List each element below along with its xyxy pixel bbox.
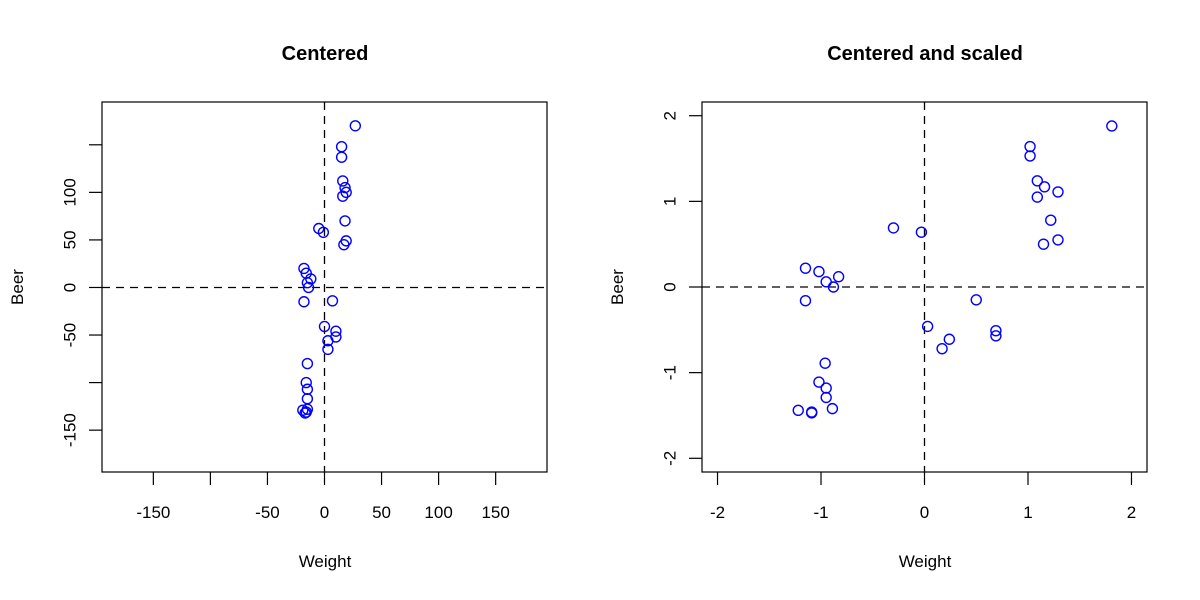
data-point bbox=[300, 406, 312, 418]
data-point bbox=[299, 407, 311, 419]
axes: -2 -1 0 1 2 -2 -1 0 1 2 bbox=[660, 101, 1148, 522]
y-tick-label: 0 bbox=[60, 283, 79, 292]
x-axis-label: Weight bbox=[899, 552, 952, 571]
y-axis-label: Beer bbox=[608, 269, 627, 305]
data-point bbox=[301, 357, 314, 370]
panel-title: Centered and scaled bbox=[827, 43, 1023, 65]
data-point bbox=[1052, 186, 1064, 198]
data-point bbox=[813, 265, 825, 278]
axes: -150 -50 0 50 100 150 -150 -50 0 50 100 bbox=[60, 101, 548, 522]
data-point bbox=[335, 141, 348, 153]
data-point bbox=[1045, 214, 1057, 226]
data-point bbox=[305, 273, 317, 285]
data-point bbox=[335, 151, 348, 163]
data-point bbox=[1052, 234, 1064, 246]
data-point bbox=[936, 342, 948, 355]
data-point bbox=[322, 343, 334, 356]
x-tick-label: -50 bbox=[255, 503, 280, 522]
panel-title: Centered bbox=[282, 43, 369, 65]
x-tick-label: -2 bbox=[710, 503, 725, 522]
panel-centered-and-scaled: Centered and scaled Weight Beer -2 -1 0 1 2-… bbox=[608, 43, 1148, 571]
data-point bbox=[301, 383, 314, 395]
y-tick-label: -1 bbox=[660, 365, 679, 380]
data-point bbox=[813, 376, 825, 388]
data-point bbox=[819, 357, 831, 369]
x-tick-label: 100 bbox=[424, 503, 452, 522]
data-point bbox=[832, 271, 845, 283]
y-tick-label: -2 bbox=[660, 451, 679, 466]
x-tick-label: 50 bbox=[372, 503, 391, 522]
x-tick-label: -1 bbox=[813, 503, 828, 522]
data-point bbox=[300, 376, 312, 389]
y-tick-label: -50 bbox=[60, 323, 79, 348]
data-point bbox=[302, 281, 315, 294]
data-point bbox=[820, 276, 832, 288]
y-tick-label: 100 bbox=[60, 178, 79, 206]
y-tick-label: 50 bbox=[60, 230, 79, 249]
data-point bbox=[887, 222, 900, 234]
data-point bbox=[1031, 191, 1044, 203]
y-tick-label: -150 bbox=[60, 413, 79, 447]
data-point bbox=[1106, 120, 1118, 132]
scatter-points bbox=[297, 120, 362, 419]
data-point bbox=[1024, 150, 1036, 162]
data-point bbox=[827, 281, 840, 293]
data-point bbox=[339, 181, 351, 194]
data-point bbox=[330, 325, 342, 337]
data-point bbox=[1031, 175, 1044, 187]
data-point bbox=[340, 186, 352, 199]
data-point bbox=[792, 404, 804, 417]
data-point bbox=[298, 296, 310, 308]
data-point bbox=[970, 294, 982, 306]
data-point bbox=[799, 262, 812, 274]
x-tick-label: 2 bbox=[1127, 503, 1136, 522]
x-tick-label: 0 bbox=[320, 503, 329, 522]
data-point bbox=[826, 402, 839, 415]
data-point bbox=[1037, 238, 1050, 250]
data-point bbox=[326, 295, 339, 307]
data-point bbox=[820, 391, 832, 404]
data-point bbox=[921, 320, 934, 333]
x-axis-label: Weight bbox=[299, 552, 352, 571]
y-tick-label: 0 bbox=[660, 282, 679, 291]
data-point bbox=[915, 226, 928, 238]
data-point bbox=[318, 320, 331, 333]
x-tick-label: 150 bbox=[481, 503, 509, 522]
y-tick-label: 1 bbox=[660, 197, 679, 206]
data-point bbox=[1038, 181, 1051, 193]
data-point bbox=[301, 393, 314, 405]
data-point bbox=[990, 330, 1002, 342]
data-point bbox=[322, 335, 334, 347]
data-point bbox=[805, 407, 818, 419]
x-tick-label: -150 bbox=[136, 503, 170, 522]
data-point bbox=[317, 226, 330, 239]
data-point bbox=[349, 120, 362, 132]
y-tick-label: 2 bbox=[660, 111, 679, 120]
data-point bbox=[338, 238, 350, 251]
y-axis-label: Beer bbox=[8, 269, 27, 305]
data-point bbox=[1024, 140, 1036, 153]
x-tick-label: 1 bbox=[1023, 503, 1032, 522]
data-point bbox=[301, 277, 314, 289]
x-tick-label: 0 bbox=[920, 503, 929, 522]
data-point bbox=[990, 324, 1002, 337]
data-point bbox=[799, 295, 812, 307]
data-point bbox=[943, 333, 956, 345]
data-point bbox=[820, 382, 832, 394]
data-point bbox=[339, 215, 351, 227]
panel-centered: Centered Weight Beer -150 -50 0 50 100 150-15… bbox=[8, 43, 548, 571]
scatter-points bbox=[792, 120, 1118, 419]
data-point bbox=[337, 190, 349, 202]
data-point bbox=[337, 175, 349, 187]
